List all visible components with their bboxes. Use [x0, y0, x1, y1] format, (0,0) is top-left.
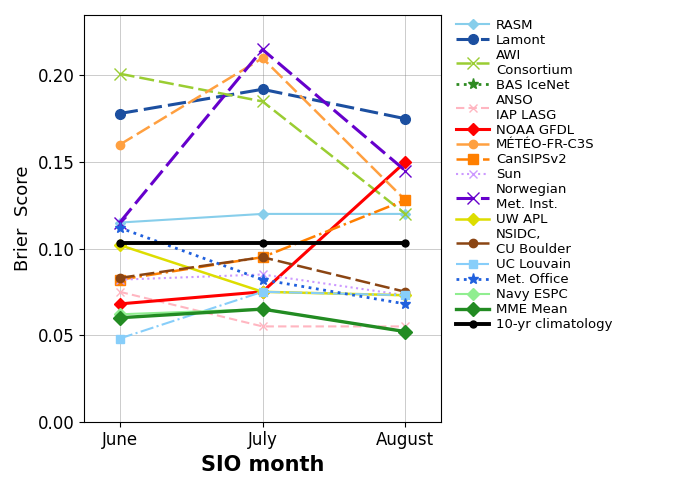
Y-axis label: Brier  Score: Brier Score: [14, 166, 32, 271]
X-axis label: SIO month: SIO month: [201, 455, 324, 475]
Legend: RASM, Lamont, AWI
Consortium, BAS IceNet, ANSO
IAP LASG, NOAA GFDL, MÉTÉO-FR-C3S: RASM, Lamont, AWI Consortium, BAS IceNet…: [452, 13, 618, 337]
